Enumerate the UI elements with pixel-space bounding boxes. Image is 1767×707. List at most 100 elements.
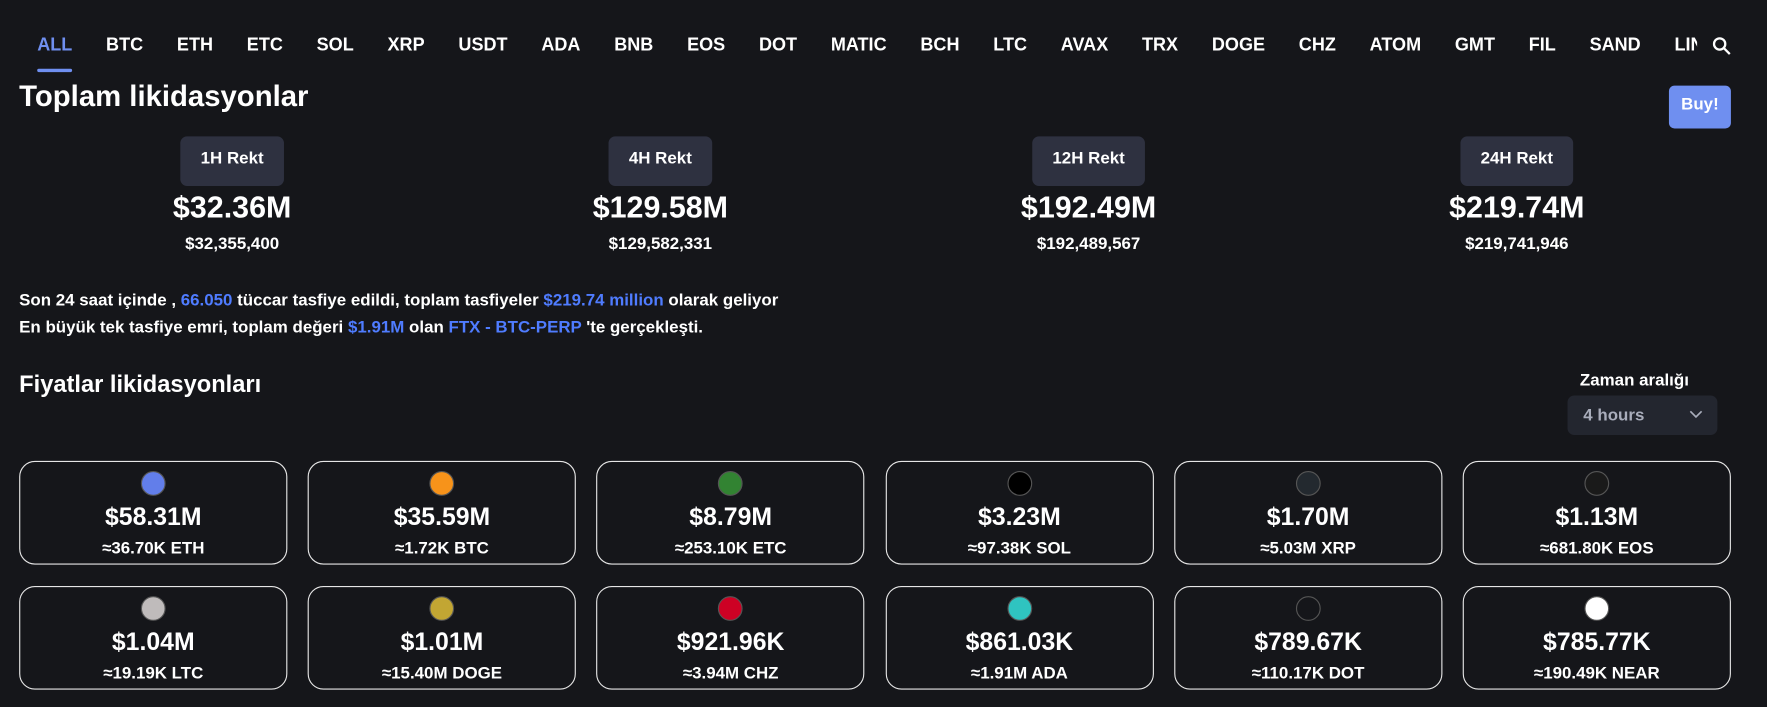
tab[interactable]: DOT — [758, 36, 798, 56]
card-qty: ≈681.80K EOS — [1540, 538, 1654, 558]
coin-icon — [1006, 471, 1032, 496]
highlight: 66.050 — [180, 290, 233, 310]
text: En büyük tek tasfiye emri, toplam değeri — [19, 317, 348, 337]
tab[interactable]: SOL — [316, 36, 354, 56]
card-amount: $1.01M — [400, 627, 484, 656]
tab[interactable]: GMT — [1454, 36, 1495, 56]
text: olarak geliyor — [663, 290, 779, 310]
card-amount: $1.13M — [1555, 502, 1639, 531]
tab[interactable]: DOGE — [1211, 36, 1265, 56]
card-qty: ≈1.72K BTC — [395, 538, 489, 558]
coin-icon — [1295, 471, 1321, 496]
section-title: Fiyatlar likidasyonları — [19, 371, 262, 398]
page-title: Toplam likidasyonlar — [19, 78, 309, 113]
tab[interactable]: AVAX — [1060, 36, 1109, 56]
range-value: 4 hours — [1583, 405, 1645, 425]
range-select[interactable]: 4 hours — [1567, 395, 1718, 435]
rekt-label: 24H Rekt — [1460, 136, 1574, 186]
text: Son 24 saat içinde , — [19, 290, 181, 310]
tab[interactable]: USDT — [458, 36, 508, 56]
card-qty: ≈1.91M ADA — [970, 663, 1068, 683]
coin-icon — [1584, 596, 1610, 621]
tab[interactable]: BTC — [106, 36, 144, 56]
rekt-value: $129.58M — [592, 190, 729, 225]
coin-card[interactable]: $1.04M ≈19.19K LTC — [19, 585, 288, 690]
coin-card[interactable]: $1.70M ≈5.03M XRP — [1174, 460, 1443, 565]
card-qty: ≈97.38K SOL — [967, 538, 1071, 558]
summary-line: Son 24 saat içinde , 66.050 tüccar tasfi… — [19, 291, 778, 310]
coin-icon — [718, 596, 744, 621]
coin-card[interactable]: $789.67K ≈110.17K DOT — [1174, 585, 1443, 690]
tab[interactable]: LINK — [1674, 36, 1698, 56]
rekt-exact: $192,489,567 — [1036, 234, 1141, 254]
card-amount: $785.77K — [1543, 627, 1651, 656]
tab[interactable]: ETH — [176, 36, 213, 56]
card-qty: ≈253.10K ETC — [674, 538, 787, 558]
coin-icon — [429, 596, 455, 621]
buy-button[interactable]: Buy! — [1668, 85, 1731, 129]
coin-card[interactable]: $3.23M ≈97.38K SOL — [885, 460, 1154, 565]
rekt-exact: $219,741,946 — [1465, 234, 1569, 254]
tab[interactable]: XRP — [387, 36, 425, 56]
tab[interactable]: FIL — [1528, 36, 1556, 56]
coin-card[interactable]: $8.79M ≈253.10K ETC — [596, 460, 865, 565]
rekt-label: 1H Rekt — [180, 136, 284, 186]
card-amount: $8.79M — [689, 502, 773, 531]
tab[interactable]: CHZ — [1298, 36, 1336, 56]
tab[interactable]: BNB — [614, 36, 654, 56]
search-icon[interactable] — [1712, 36, 1732, 56]
rekt-value: $192.49M — [1020, 190, 1157, 225]
highlight: $219.74 million — [543, 290, 664, 310]
tab[interactable]: ETC — [246, 36, 283, 56]
rekt-label: 4H Rekt — [608, 136, 713, 186]
tab[interactable]: BCH — [920, 36, 960, 56]
coin-card[interactable]: $921.96K ≈3.94M CHZ — [596, 585, 865, 690]
card-qty: ≈5.03M XRP — [1260, 538, 1356, 558]
highlight: $1.91M — [347, 317, 405, 337]
rekt-item: 12H Rekt $192.49M $192,489,567 — [920, 136, 1258, 254]
coin-card[interactable]: $785.77K ≈190.49K NEAR — [1462, 585, 1731, 690]
chevron — [1689, 410, 1703, 419]
text: olan — [404, 317, 449, 337]
card-amount: $1.04M — [111, 627, 195, 656]
coin-card[interactable]: $1.13M ≈681.80K EOS — [1462, 460, 1731, 565]
coin-icon — [140, 596, 166, 621]
tab[interactable]: LTC — [993, 36, 1027, 56]
rekt-label: 12H Rekt — [1032, 136, 1146, 186]
card-amount: $58.31M — [105, 502, 202, 531]
coin-card[interactable]: $861.03K ≈1.91M ADA — [885, 585, 1154, 690]
coin-card[interactable]: $58.31M ≈36.70K ETH — [19, 460, 288, 565]
coin-icon — [429, 471, 455, 496]
coin-icon — [1584, 471, 1610, 496]
rekt-item: 24H Rekt $219.74M $219,741,946 — [1348, 136, 1686, 254]
coin-card[interactable]: $1.01M ≈15.40M DOGE — [307, 585, 577, 690]
tab[interactable]: ATOM — [1369, 36, 1422, 56]
card-qty: ≈19.19K LTC — [103, 663, 204, 683]
tab[interactable]: TRX — [1142, 36, 1179, 56]
tab[interactable]: MATIC — [830, 36, 887, 56]
summary-line: En büyük tek tasfiye emri, toplam değeri… — [19, 318, 703, 337]
coin-icon — [1295, 596, 1321, 621]
tab[interactable]: ALL — [20, 32, 89, 75]
rekt-exact: $32,355,400 — [185, 234, 280, 254]
coin-icon — [718, 471, 744, 496]
card-amount: $861.03K — [965, 627, 1074, 656]
card-qty: ≈36.70K ETH — [102, 538, 205, 558]
card-qty: ≈110.17K DOT — [1251, 663, 1365, 683]
card-qty: ≈3.94M CHZ — [682, 663, 779, 683]
card-amount: $1.70M — [1266, 502, 1350, 531]
card-qty: ≈15.40M DOGE — [381, 663, 503, 683]
highlight: FTX - BTC-PERP — [448, 317, 582, 337]
coin-icon — [140, 471, 166, 496]
card-amount: $35.59M — [393, 502, 491, 531]
tab[interactable]: EOS — [687, 36, 726, 56]
text: tüccar tasfiye edildi, toplam tasfiyeler — [232, 290, 544, 310]
tab[interactable]: ADA — [541, 36, 581, 56]
tab[interactable]: SAND — [1589, 36, 1641, 56]
card-amount: $3.23M — [978, 502, 1061, 531]
coin-card[interactable]: $35.59M ≈1.72K BTC — [307, 460, 577, 565]
text: 'te gerçekleşti. — [581, 317, 704, 337]
rekt-item: 1H Rekt $32.36M $32,355,400 — [63, 136, 401, 254]
